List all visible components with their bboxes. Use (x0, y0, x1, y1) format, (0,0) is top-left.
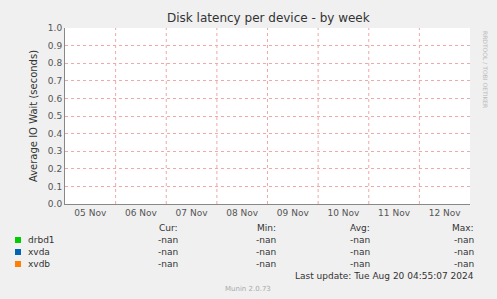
svg-text:0.4: 0.4 (48, 129, 63, 139)
svg-text:Min:: Min: (257, 223, 276, 233)
svg-text:0.7: 0.7 (48, 76, 62, 86)
svg-text:Last update: Tue Aug 20 04:55:: Last update: Tue Aug 20 04:55:07 2024 (295, 271, 474, 281)
svg-text:drbd1: drbd1 (28, 235, 55, 245)
svg-text:10 Nov: 10 Nov (327, 208, 360, 218)
svg-text:Cur:: Cur: (159, 223, 178, 233)
svg-text:Disk latency per device - by w: Disk latency per device - by week (167, 11, 370, 25)
svg-text:0.1: 0.1 (48, 182, 62, 192)
svg-text:-nan: -nan (350, 235, 370, 245)
svg-text:-nan: -nan (256, 259, 276, 269)
svg-text:09 Nov: 09 Nov (277, 208, 310, 218)
svg-text:Max:: Max: (452, 223, 474, 233)
svg-text:11 Nov: 11 Nov (378, 208, 411, 218)
svg-text:-nan: -nan (350, 259, 370, 269)
svg-text:12 Nov: 12 Nov (429, 208, 462, 218)
svg-text:0.9: 0.9 (48, 41, 63, 51)
svg-text:-nan: -nan (256, 235, 276, 245)
svg-text:-nan: -nan (158, 259, 178, 269)
svg-text:Average IO Wait (seconds): Average IO Wait (seconds) (28, 50, 39, 182)
svg-text:0.0: 0.0 (48, 199, 63, 209)
svg-text:0.2: 0.2 (48, 164, 62, 174)
svg-text:Avg:: Avg: (350, 223, 370, 233)
svg-text:07 Nov: 07 Nov (176, 208, 209, 218)
svg-text:-nan: -nan (256, 247, 276, 257)
svg-text:-nan: -nan (454, 235, 474, 245)
svg-text:Munin 2.0.73: Munin 2.0.73 (225, 285, 271, 293)
svg-text:RRDTOOL / TOBI OETIKER: RRDTOOL / TOBI OETIKER (482, 31, 489, 108)
svg-text:xvda: xvda (28, 247, 50, 257)
svg-text:-nan: -nan (158, 235, 178, 245)
svg-text:0.5: 0.5 (48, 111, 62, 121)
svg-text:0.6: 0.6 (48, 94, 63, 104)
svg-text:-nan: -nan (158, 247, 178, 257)
svg-text:0.3: 0.3 (48, 146, 62, 156)
svg-text:08 Nov: 08 Nov (226, 208, 259, 218)
svg-text:-nan: -nan (350, 247, 370, 257)
svg-text:0.8: 0.8 (48, 58, 63, 68)
svg-text:xvdb: xvdb (28, 259, 50, 269)
svg-text:1.0: 1.0 (48, 23, 63, 33)
svg-text:06 Nov: 06 Nov (125, 208, 158, 218)
svg-text:-nan: -nan (454, 259, 474, 269)
svg-text:-nan: -nan (454, 247, 474, 257)
svg-text:05 Nov: 05 Nov (74, 208, 107, 218)
